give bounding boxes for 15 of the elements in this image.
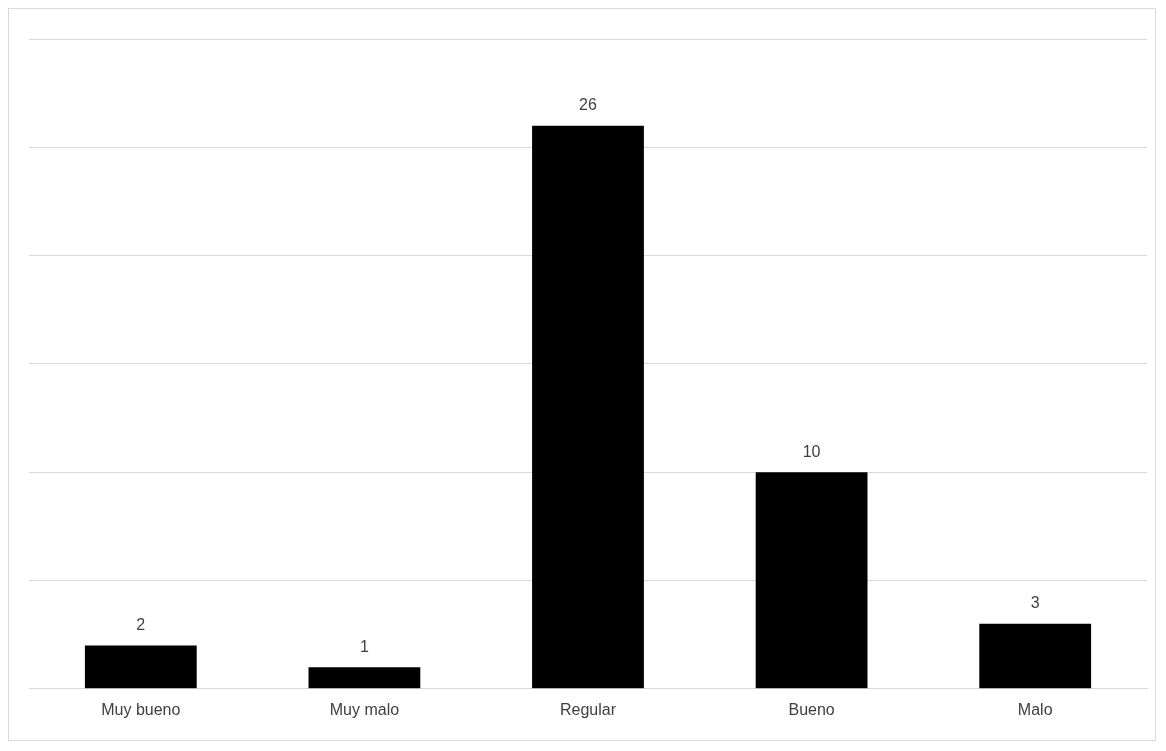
data-label: 1 <box>359 637 369 655</box>
bar <box>532 125 644 689</box>
bar <box>979 623 1092 689</box>
x-tick-label: Muy bueno <box>101 700 181 718</box>
data-label: 3 <box>1030 594 1040 612</box>
x-tick-label: Bueno <box>788 700 835 718</box>
data-label: 2 <box>136 615 146 633</box>
bar <box>84 645 197 689</box>
bar <box>755 472 868 689</box>
x-tick-label: Muy malo <box>329 700 400 718</box>
data-label: 10 <box>802 442 821 460</box>
bar <box>308 667 421 689</box>
x-tick-label: Regular <box>559 700 617 718</box>
data-label: 26 <box>579 96 597 114</box>
x-tick-label: Malo <box>1017 700 1053 718</box>
